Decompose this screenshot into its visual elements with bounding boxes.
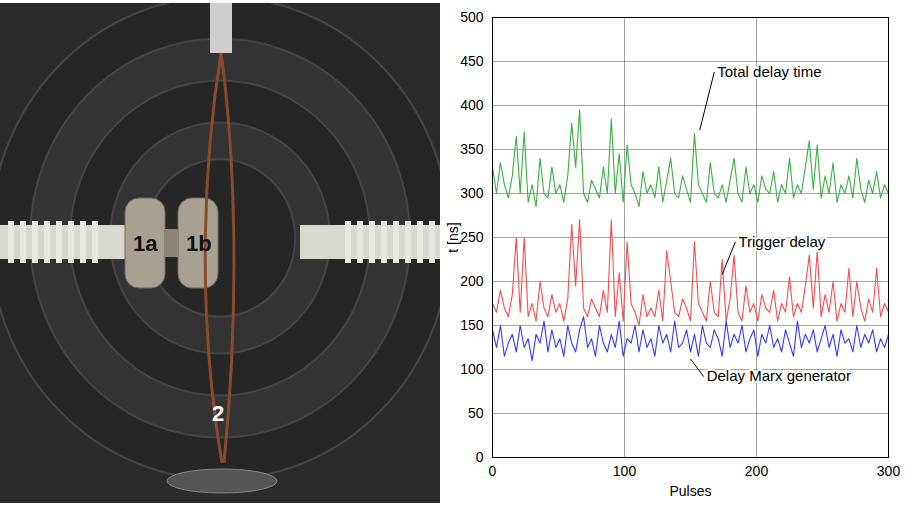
svg-text:300: 300: [460, 185, 484, 201]
svg-text:100: 100: [613, 463, 637, 479]
svg-text:1a: 1a: [133, 231, 158, 256]
svg-text:0: 0: [489, 463, 497, 479]
svg-text:Delay Marx generator: Delay Marx generator: [707, 367, 851, 384]
svg-text:300: 300: [877, 463, 901, 479]
svg-text:500: 500: [460, 9, 484, 25]
svg-text:Total delay time: Total delay time: [717, 63, 821, 80]
svg-text:350: 350: [460, 141, 484, 157]
svg-text:Pulses: Pulses: [669, 483, 711, 499]
svg-text:t [ns]: t [ns]: [445, 222, 461, 252]
svg-text:2: 2: [212, 401, 224, 426]
svg-text:250: 250: [460, 229, 484, 245]
svg-text:400: 400: [460, 97, 484, 113]
svg-text:Trigger delay: Trigger delay: [738, 233, 825, 250]
svg-text:200: 200: [460, 273, 484, 289]
svg-text:50: 50: [468, 405, 484, 421]
svg-text:200: 200: [745, 463, 769, 479]
svg-text:150: 150: [460, 317, 484, 333]
svg-text:450: 450: [460, 53, 484, 69]
svg-text:1b: 1b: [186, 231, 212, 256]
svg-text:100: 100: [460, 361, 484, 377]
svg-text:0: 0: [476, 449, 484, 465]
